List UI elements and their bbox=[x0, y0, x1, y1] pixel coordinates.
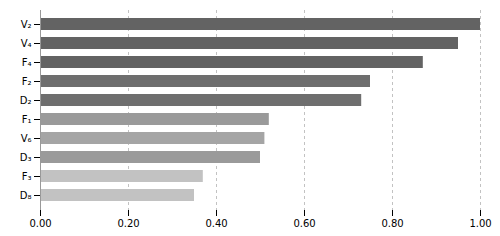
svg-text:D₃: D₃ bbox=[20, 152, 32, 163]
svg-text:V₆: V₆ bbox=[21, 133, 32, 144]
svg-text:F₃: F₃ bbox=[22, 171, 32, 182]
svg-text:D₂: D₂ bbox=[20, 95, 32, 106]
svg-text:0.20: 0.20 bbox=[117, 218, 139, 229]
svg-text:0.00: 0.00 bbox=[29, 218, 51, 229]
svg-text:0.80: 0.80 bbox=[381, 218, 403, 229]
svg-text:F₂: F₂ bbox=[22, 76, 32, 87]
svg-text:0.60: 0.60 bbox=[293, 218, 315, 229]
svg-text:F₄: F₄ bbox=[22, 57, 32, 68]
svg-text:V₄: V₄ bbox=[21, 38, 32, 49]
svg-text:V₂: V₂ bbox=[21, 19, 32, 30]
svg-text:0.40: 0.40 bbox=[205, 218, 227, 229]
svg-text:F₁: F₁ bbox=[22, 114, 32, 125]
svg-text:D₈: D₈ bbox=[20, 190, 32, 201]
svg-text:1.00: 1.00 bbox=[469, 218, 491, 229]
